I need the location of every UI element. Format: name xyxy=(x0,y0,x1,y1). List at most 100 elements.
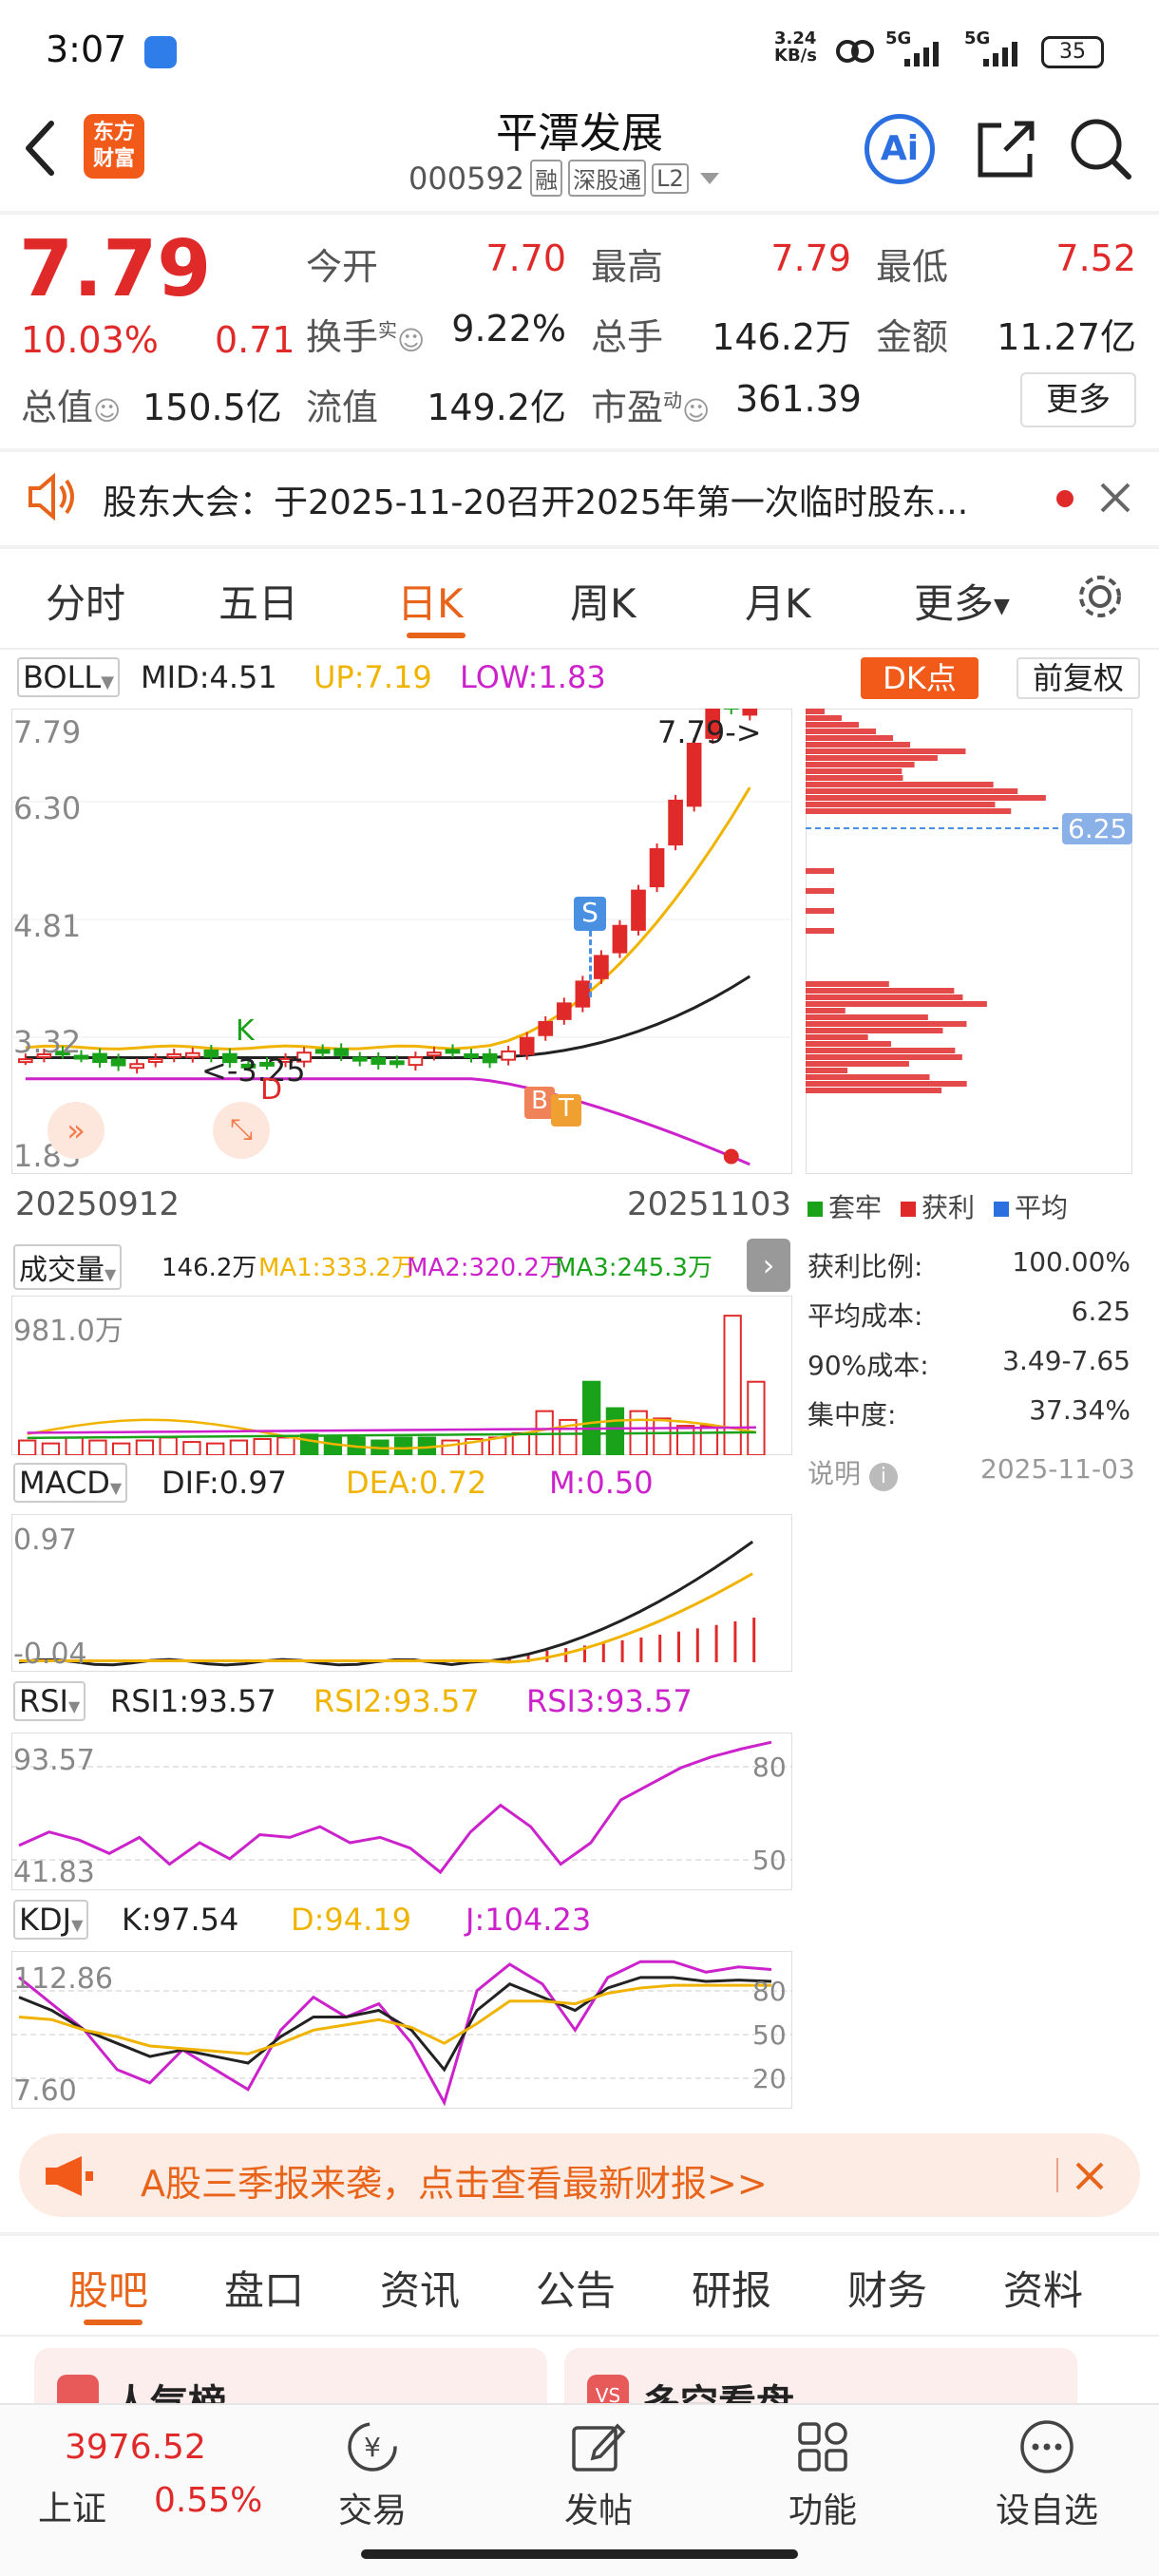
adjust-button[interactable]: 前复权 xyxy=(1016,657,1140,699)
search-icon[interactable] xyxy=(1068,116,1134,182)
mcap-label: 总值☺ xyxy=(21,378,121,430)
apps-icon[interactable] xyxy=(794,2418,851,2475)
candle xyxy=(222,1052,238,1064)
turnover-label-text: 换手 xyxy=(306,316,379,358)
share-icon[interactable] xyxy=(973,116,1039,182)
subtab-announcements[interactable]: 公告 xyxy=(536,2267,617,2314)
macd-bar xyxy=(564,1648,568,1662)
chip-note[interactable]: 说明 i xyxy=(808,1453,898,1491)
chip-note-label: 说明 xyxy=(808,1458,862,1489)
candle xyxy=(240,1063,256,1069)
more-dots-icon[interactable] xyxy=(1018,2418,1075,2475)
subtab-research[interactable]: 研报 xyxy=(692,2267,772,2314)
net-speed: 3.24 KB/s xyxy=(774,30,817,65)
tab-daily-k[interactable]: 日K xyxy=(397,580,464,627)
speaker-icon xyxy=(28,473,74,521)
high-value: 7.79 xyxy=(770,237,851,279)
rsi-y-bottom: 41.83 xyxy=(13,1856,95,1889)
kdj-name: KDJ xyxy=(19,1902,72,1938)
volume-bar xyxy=(229,1439,249,1455)
macd-chart[interactable] xyxy=(11,1514,792,1672)
tab-more[interactable]: 更多▼ xyxy=(914,572,1010,630)
y-tick-3: 4.81 xyxy=(13,908,82,944)
volume-bar xyxy=(253,1437,272,1455)
chip-distribution[interactable] xyxy=(806,709,1132,1174)
boll-mid: MID:4.51 xyxy=(141,659,277,695)
dk-point-button[interactable]: DK点 xyxy=(861,657,978,699)
notice-text[interactable]: 股东大会：于2025-11-20召开2025年第一次临时股东... xyxy=(103,483,969,522)
rsi-selector[interactable]: RSI▼ xyxy=(13,1681,86,1721)
kline-chart[interactable] xyxy=(11,709,792,1174)
dropdown-icon xyxy=(699,172,719,184)
volume-bar xyxy=(699,1425,719,1455)
kdj-selector[interactable]: KDJ▼ xyxy=(13,1900,89,1940)
volume-bar xyxy=(723,1315,742,1455)
chip-stat-key: 平均成本: xyxy=(808,1300,923,1332)
expand-left-button[interactable]: » xyxy=(48,1102,104,1159)
volume-bar xyxy=(300,1433,319,1455)
volume-selector[interactable]: 成交量▼ xyxy=(13,1244,123,1290)
chip-bar xyxy=(806,768,902,774)
low-touch-dot xyxy=(723,1148,739,1165)
battery-level: 35 xyxy=(1059,40,1086,64)
legend-trapped: 套牢 xyxy=(808,1187,882,1225)
gear-icon[interactable] xyxy=(1074,570,1127,623)
macd-bar xyxy=(733,1620,737,1662)
app-logo-text: 东方财富 xyxy=(92,121,135,171)
kdj-chart[interactable] xyxy=(11,1951,792,2109)
candle xyxy=(501,1050,516,1061)
trade-icon[interactable]: ¥ xyxy=(344,2418,401,2475)
chip-bar xyxy=(806,1028,943,1033)
tab-intraday[interactable]: 分时 xyxy=(46,580,126,627)
ai-button[interactable]: Ai xyxy=(864,114,935,184)
collapse-button[interactable]: › xyxy=(747,1239,790,1292)
tab-five-day[interactable]: 五日 xyxy=(218,580,299,627)
banner-text[interactable]: A股三季报来袭，点击查看最新财报>> xyxy=(141,2163,768,2205)
close-icon[interactable] xyxy=(1098,481,1132,515)
boll-selector[interactable]: BOLL▼ xyxy=(17,657,121,697)
nav-trade[interactable]: 交易 xyxy=(338,2491,408,2530)
tab-weekly-k[interactable]: 周K xyxy=(570,580,636,627)
volume-chart[interactable] xyxy=(11,1296,792,1455)
nav-functions[interactable]: 功能 xyxy=(788,2491,858,2530)
candle xyxy=(631,889,646,931)
candle xyxy=(259,1061,275,1067)
candle xyxy=(390,1060,405,1066)
macd-selector[interactable]: MACD▼ xyxy=(13,1463,128,1503)
subtab-forum[interactable]: 股吧 xyxy=(68,2267,149,2314)
info-icon[interactable]: ☺ xyxy=(397,325,426,356)
nav-post[interactable]: 发帖 xyxy=(564,2491,634,2530)
post-icon[interactable] xyxy=(570,2418,627,2475)
chip-bar xyxy=(806,788,1018,794)
boll-low-line xyxy=(25,1077,750,1166)
fullscreen-button[interactable]: ⤡ xyxy=(213,1102,270,1159)
candle xyxy=(277,1057,294,1063)
macd-bar xyxy=(526,1653,530,1662)
volume-ma2-line xyxy=(27,1426,756,1434)
volume-bar xyxy=(676,1425,695,1455)
subtab-financials[interactable]: 财务 xyxy=(847,2267,928,2314)
candle xyxy=(445,1049,461,1054)
chip-bar xyxy=(806,762,915,767)
chip-bar xyxy=(806,1074,930,1080)
subtab-profile[interactable]: 资料 xyxy=(1003,2267,1084,2314)
more-button[interactable]: 更多 xyxy=(1020,372,1136,427)
boll-name: BOLL xyxy=(23,659,102,695)
subtab-news[interactable]: 资讯 xyxy=(380,2267,461,2314)
stock-code-row[interactable]: 000592 融 深股通 L2 xyxy=(408,160,719,197)
candle xyxy=(464,1052,479,1058)
candle xyxy=(519,1036,535,1055)
signal-2-label: 5G xyxy=(964,28,991,48)
nav-add-watchlist[interactable]: 设自选 xyxy=(996,2491,1099,2530)
volume-ma1: MA1:333.2万 xyxy=(258,1254,416,1282)
subtab-order-book[interactable]: 盘口 xyxy=(224,2267,305,2314)
close-icon[interactable] xyxy=(1074,2160,1106,2192)
chip-stat-value: 6.25 xyxy=(1071,1296,1130,1327)
info-icon[interactable]: ☺ xyxy=(93,395,122,426)
tab-monthly-k[interactable]: 月K xyxy=(745,580,811,627)
info-icon[interactable]: ☺ xyxy=(682,395,711,426)
macd-dea: DEA:0.72 xyxy=(346,1465,487,1501)
rsi-chart[interactable] xyxy=(11,1733,792,1890)
earnings-banner[interactable] xyxy=(19,2133,1140,2217)
back-icon[interactable] xyxy=(19,118,61,179)
